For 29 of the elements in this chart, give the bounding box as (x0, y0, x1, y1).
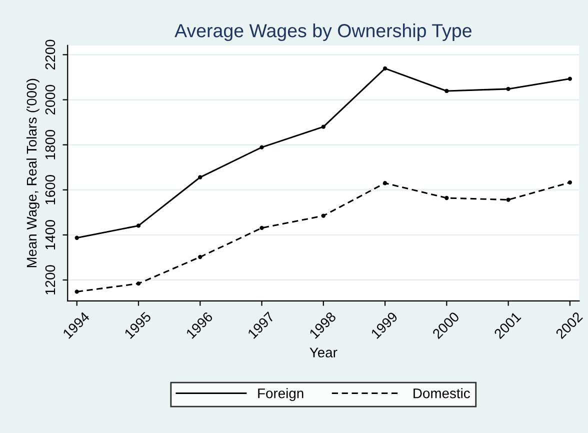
point (74, 236, 79, 240)
point (382, 66, 388, 71)
point (444, 88, 449, 94)
point (321, 124, 326, 129)
point (506, 198, 510, 202)
point (382, 181, 388, 186)
y-tick-label: 1200 (45, 265, 56, 294)
point (506, 86, 510, 92)
point (136, 282, 141, 286)
point (260, 226, 264, 230)
legend-label: Foreign (258, 388, 304, 402)
y-tick-label: 1800 (45, 130, 56, 160)
point (198, 254, 202, 260)
y-tick-label: 2000 (45, 84, 56, 115)
y-tick-label: 2200 (45, 40, 56, 70)
point (568, 76, 572, 81)
y-tick-label: 1400 (45, 220, 56, 250)
point (260, 145, 264, 150)
point (74, 290, 79, 294)
point (444, 196, 449, 200)
x-axis-title: Year (310, 348, 338, 358)
legend-label: Domestic (414, 388, 470, 398)
point (568, 180, 572, 185)
point (136, 224, 141, 228)
y-axis-title: Mean Wage, Real Tolars ('000) (26, 78, 40, 268)
chart-title: Average Wages by Ownership Type (174, 24, 472, 42)
y-tick-label: 1600 (45, 174, 56, 204)
point (321, 214, 326, 218)
point (198, 175, 202, 180)
